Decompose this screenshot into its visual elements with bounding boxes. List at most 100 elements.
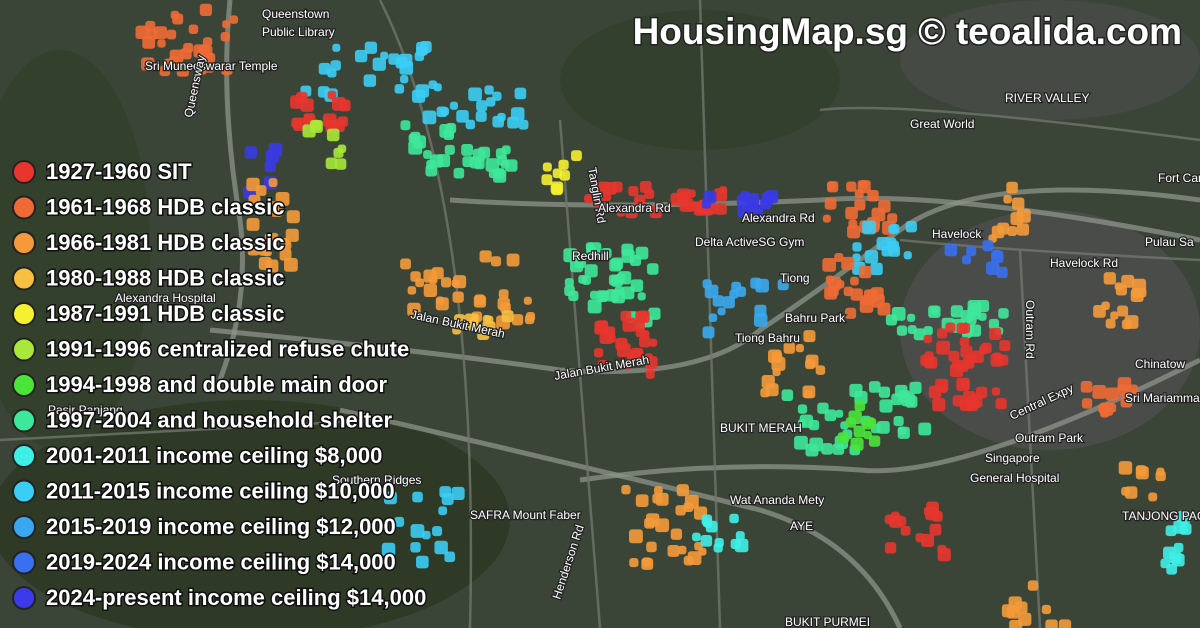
housing-block xyxy=(901,392,915,407)
housing-block xyxy=(571,150,582,162)
housing-block xyxy=(558,159,569,170)
legend-label: 2019-2024 income ceiling $14,000 xyxy=(46,549,396,574)
map-label: Great World xyxy=(910,117,974,131)
housing-block xyxy=(685,202,695,212)
map-label: Alexandra Hospital xyxy=(115,291,216,305)
housing-block xyxy=(822,257,837,272)
housing-block xyxy=(852,242,862,252)
housing-block xyxy=(918,422,932,436)
housing-block xyxy=(1045,619,1058,628)
map-label: TANJONG PAG xyxy=(1122,509,1200,523)
housing-block xyxy=(717,307,726,316)
housing-block xyxy=(850,437,864,451)
housing-block xyxy=(157,39,166,48)
housing-block xyxy=(864,250,879,264)
housing-block xyxy=(268,178,278,187)
housing-block xyxy=(141,57,155,71)
housing-block xyxy=(991,387,1001,396)
housing-block xyxy=(597,359,609,371)
housing-blocks xyxy=(135,3,1192,628)
housing-block xyxy=(581,275,591,285)
housing-block xyxy=(1117,305,1129,317)
housing-block xyxy=(146,28,158,40)
housing-block xyxy=(616,343,631,358)
housing-block xyxy=(966,314,977,325)
housing-block xyxy=(296,91,308,104)
housing-block xyxy=(1027,580,1039,591)
housing-block xyxy=(641,558,654,570)
housing-block xyxy=(932,398,946,412)
housing-block xyxy=(199,3,213,17)
housing-block xyxy=(485,97,496,107)
housing-block xyxy=(884,542,897,554)
housing-block xyxy=(809,437,824,452)
housing-block xyxy=(1131,287,1142,298)
housing-block xyxy=(625,205,638,219)
housing-block xyxy=(885,314,898,326)
housing-block xyxy=(449,101,459,110)
housing-block xyxy=(438,506,448,516)
housing-block xyxy=(923,326,933,336)
housing-block xyxy=(495,148,507,159)
housing-block xyxy=(702,279,712,289)
legend-marker xyxy=(12,373,36,397)
housing-block xyxy=(196,64,207,75)
map-label: Havelock Rd xyxy=(1050,256,1118,270)
housing-block xyxy=(794,435,808,450)
housing-block xyxy=(854,199,866,211)
housing-block xyxy=(451,486,465,500)
housing-block xyxy=(500,160,510,169)
housing-block xyxy=(629,529,643,544)
housing-block xyxy=(511,107,525,121)
housing-block xyxy=(454,314,466,326)
legend-label: 1980-1988 HDB classic xyxy=(46,265,285,290)
housing-block xyxy=(563,248,578,263)
legend-label: 1927-1960 SIT xyxy=(46,159,192,184)
housing-block xyxy=(416,41,429,54)
housing-block xyxy=(166,29,177,40)
housing-block xyxy=(714,538,724,548)
housing-block xyxy=(803,330,816,343)
housing-block xyxy=(440,277,452,288)
housing-block xyxy=(676,484,689,497)
housing-block xyxy=(1120,395,1133,408)
housing-block xyxy=(936,328,948,339)
housing-block xyxy=(930,306,939,315)
housing-block xyxy=(394,84,405,94)
housing-block xyxy=(599,330,613,344)
housing-block xyxy=(644,353,653,362)
housing-block xyxy=(511,314,524,326)
housing-block xyxy=(905,221,917,233)
legend-marker xyxy=(12,479,36,504)
housing-block xyxy=(594,348,604,358)
housing-block xyxy=(937,544,947,554)
housing-block xyxy=(850,288,863,301)
map-label: AYE xyxy=(790,519,813,533)
housing-block xyxy=(506,253,520,267)
housing-block xyxy=(279,248,292,261)
housing-block xyxy=(621,485,631,495)
housing-block xyxy=(700,535,713,547)
housing-block xyxy=(246,177,260,192)
housing-block xyxy=(982,240,994,252)
map-label: Outram Park xyxy=(1015,431,1084,445)
housing-block xyxy=(412,135,427,149)
map-label: Tiong Bahru xyxy=(735,331,800,345)
map-label: Outram Rd xyxy=(1023,300,1037,359)
housing-block xyxy=(797,404,808,414)
legend-label: 1961-1968 HDB classic xyxy=(46,194,285,219)
housing-block xyxy=(501,310,514,323)
housing-block xyxy=(944,243,958,257)
housing-block xyxy=(978,312,987,321)
housing-block xyxy=(601,247,612,259)
housing-block xyxy=(244,146,257,159)
housing-block xyxy=(1179,522,1192,535)
housing-block xyxy=(285,228,299,242)
housing-block xyxy=(541,174,553,186)
housing-block xyxy=(338,99,351,112)
housing-block xyxy=(735,531,745,541)
housing-block xyxy=(564,278,574,288)
map-label: Delta ActiveSG Gym xyxy=(695,235,804,249)
housing-block xyxy=(936,340,951,355)
housing-block xyxy=(825,275,835,285)
